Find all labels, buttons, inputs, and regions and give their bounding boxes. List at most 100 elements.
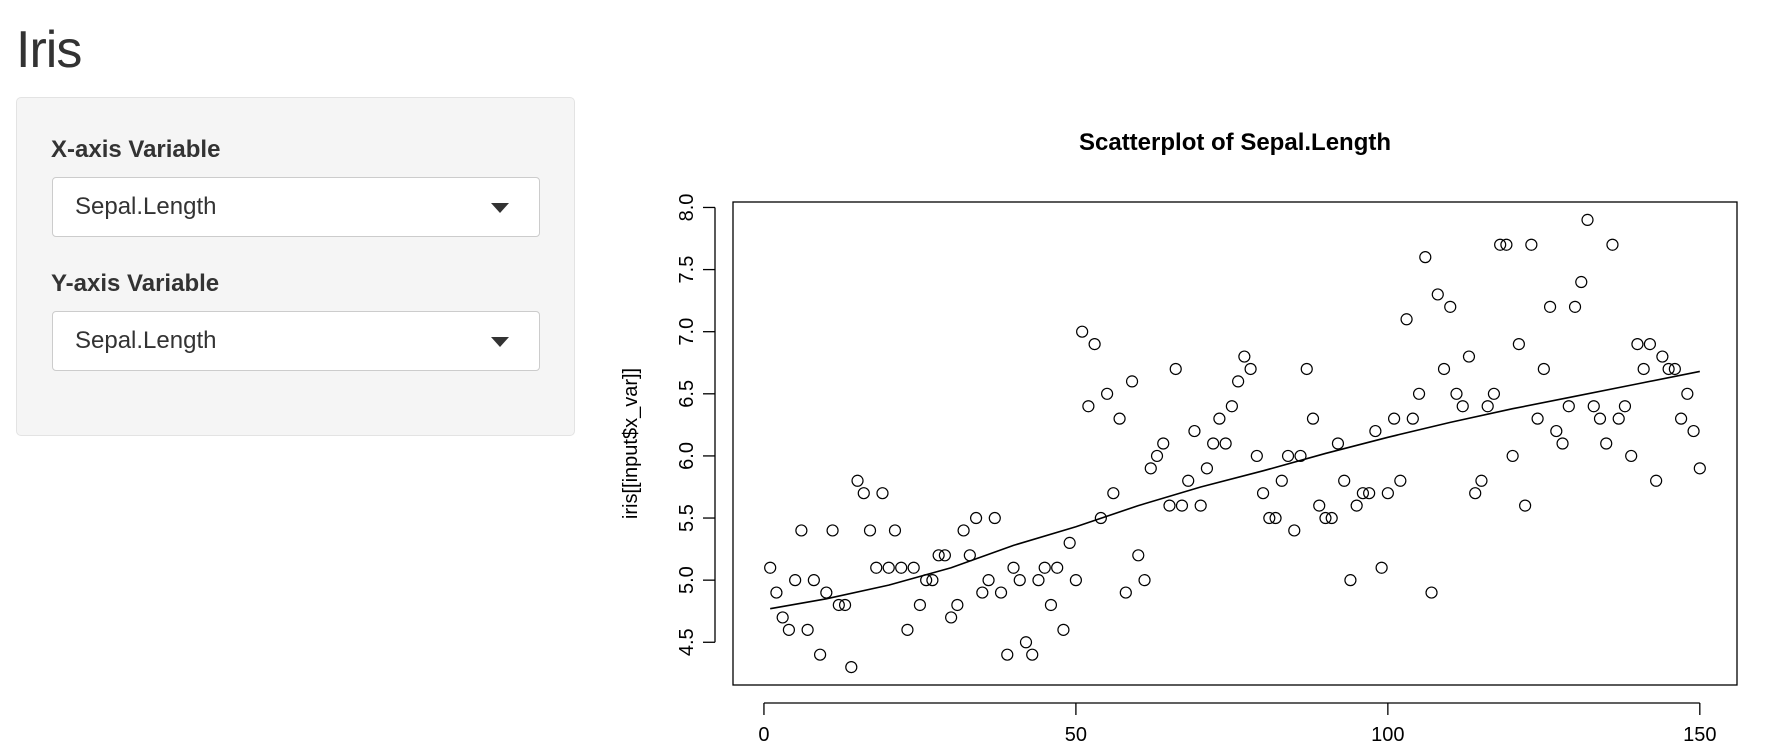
- y-axis-label: Y-axis Variable: [51, 270, 220, 297]
- data-point: [1437, 362, 1451, 376]
- data-point: [1125, 375, 1139, 388]
- data-point: [770, 586, 783, 599]
- data-point: [1319, 511, 1332, 525]
- data-point: [1612, 412, 1625, 425]
- x-tick-label: 0: [758, 724, 769, 746]
- data-point: [945, 611, 958, 624]
- data-point: [826, 524, 839, 537]
- data-point: [1662, 362, 1675, 376]
- data-point: [1306, 412, 1320, 425]
- data-point: [1562, 400, 1575, 413]
- data-point: [1593, 412, 1607, 425]
- data-point: [1568, 300, 1582, 313]
- data-point: [1693, 462, 1706, 475]
- data-point: [1494, 238, 1507, 251]
- data-point: [1076, 325, 1089, 338]
- x-axis-select[interactable]: Sepal.Length: [52, 177, 540, 237]
- data-point: [1425, 586, 1438, 599]
- data-point: [1674, 412, 1688, 425]
- data-point: [1369, 424, 1382, 438]
- data-point: [789, 574, 802, 587]
- data-point: [1325, 511, 1338, 525]
- plot-frame: [732, 201, 1738, 686]
- chevron-down-icon: [491, 337, 509, 347]
- data-point: [1100, 387, 1114, 400]
- data-point: [1051, 561, 1064, 574]
- data-point: [1506, 449, 1519, 463]
- data-point: [1244, 362, 1257, 376]
- data-point: [988, 511, 1001, 525]
- data-point: [1394, 474, 1407, 487]
- data-point: [1013, 574, 1026, 587]
- data-point: [1119, 586, 1132, 599]
- data-point: [1256, 487, 1270, 500]
- data-point: [1188, 424, 1201, 438]
- data-point: [932, 549, 945, 562]
- data-point: [994, 586, 1008, 599]
- data-point: [1001, 648, 1014, 661]
- data-point: [969, 511, 983, 525]
- x-axis-select-value: Sepal.Length: [75, 193, 217, 220]
- data-point: [1587, 400, 1600, 413]
- data-point: [1687, 424, 1700, 438]
- data-point: [1643, 338, 1657, 351]
- data-point: [1606, 238, 1619, 251]
- data-point: [1387, 412, 1401, 425]
- data-point: [1313, 499, 1326, 512]
- data-point: [1294, 449, 1307, 463]
- data-point: [1157, 437, 1170, 450]
- data-point: [1288, 524, 1301, 537]
- data-point: [1094, 511, 1107, 525]
- data-point: [1026, 648, 1039, 661]
- data-point: [1412, 387, 1426, 400]
- data-point: [1363, 487, 1376, 500]
- data-point: [1543, 300, 1557, 313]
- data-point: [1519, 499, 1532, 512]
- data-point: [764, 561, 777, 574]
- data-point: [1132, 549, 1145, 562]
- data-point: [913, 598, 927, 612]
- data-point: [1150, 449, 1164, 463]
- data-point: [1144, 462, 1157, 475]
- data-point: [1138, 574, 1151, 587]
- data-point: [1088, 338, 1101, 351]
- y-axis-select[interactable]: Sepal.Length: [52, 311, 540, 371]
- y-tick-label: 6.5: [676, 380, 698, 408]
- data-point: [1581, 213, 1594, 226]
- data-point: [1213, 412, 1226, 425]
- data-point: [782, 623, 796, 636]
- x-tick-label: 100: [1371, 724, 1404, 746]
- data-point: [982, 574, 995, 587]
- data-point: [1444, 300, 1457, 313]
- data-point: [1381, 487, 1394, 500]
- data-point: [957, 524, 970, 537]
- data-point: [1600, 437, 1613, 450]
- data-point: [1007, 561, 1020, 574]
- data-point: [1537, 362, 1550, 376]
- data-point: [838, 598, 852, 612]
- data-point: [1219, 437, 1232, 450]
- data-point: [1481, 400, 1494, 413]
- y-tick-label: 5.0: [676, 566, 698, 594]
- data-point: [1082, 400, 1095, 413]
- data-point: [1238, 350, 1251, 363]
- data-point: [1207, 437, 1220, 450]
- data-point: [1263, 511, 1276, 525]
- data-point: [938, 549, 951, 562]
- data-point: [1275, 474, 1288, 487]
- data-point: [1169, 362, 1182, 376]
- data-point: [895, 561, 908, 574]
- data-point: [1232, 375, 1245, 388]
- x-axis-label: X-axis Variable: [51, 136, 221, 163]
- data-point: [1163, 499, 1176, 512]
- sidebar-panel: X-axis Variable Sepal.Length Y-axis Vari…: [16, 97, 575, 436]
- data-point: [1618, 400, 1632, 413]
- y-axis-select-value: Sepal.Length: [75, 327, 217, 354]
- data-point: [1069, 574, 1083, 587]
- data-point: [1032, 574, 1045, 587]
- data-point: [1269, 511, 1282, 525]
- data-point: [1194, 499, 1207, 512]
- data-point: [1063, 536, 1076, 549]
- data-point: [926, 574, 939, 587]
- data-point: [1650, 474, 1663, 487]
